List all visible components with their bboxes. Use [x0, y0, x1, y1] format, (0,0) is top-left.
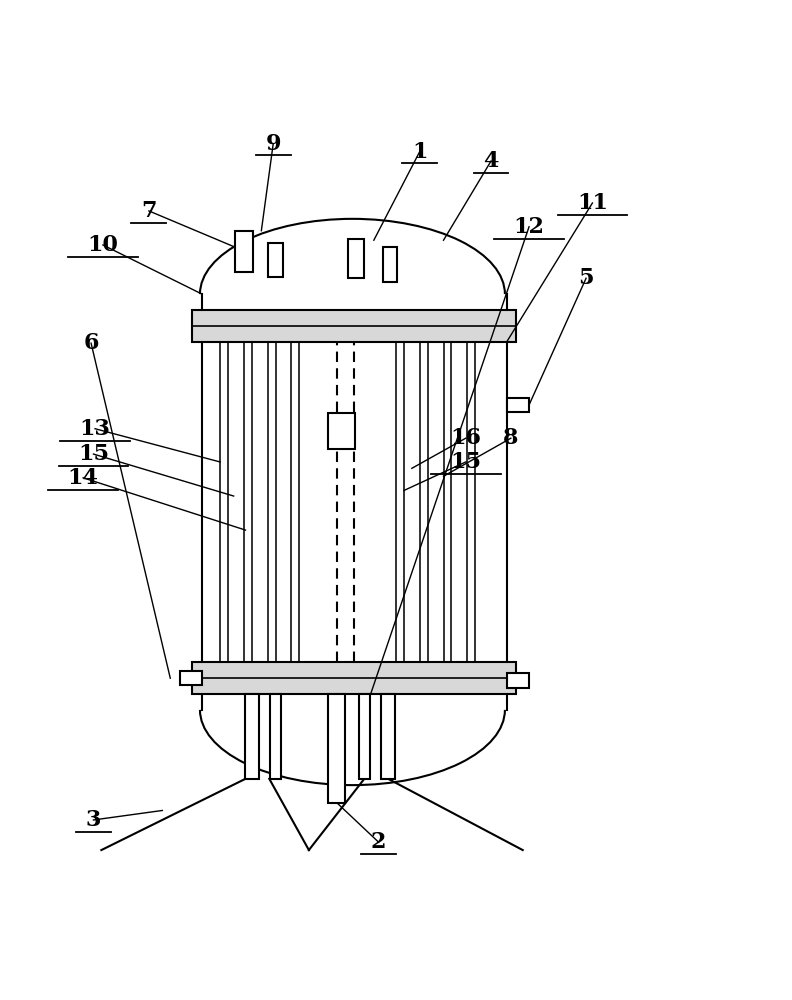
Bar	[359, 694, 370, 779]
Text: 16: 16	[450, 427, 482, 449]
Text: 14: 14	[68, 467, 98, 489]
Bar	[270, 694, 281, 779]
Text: 7: 7	[141, 200, 157, 222]
Text: 3: 3	[86, 809, 101, 831]
Text: 1: 1	[412, 141, 428, 163]
Bar	[328, 413, 355, 449]
Text: 15: 15	[450, 451, 482, 473]
Bar	[381, 694, 395, 779]
Text: 15: 15	[78, 443, 109, 465]
Text: 11: 11	[577, 192, 608, 214]
Text: 8: 8	[503, 427, 519, 449]
Text: 10: 10	[88, 234, 118, 256]
Bar	[235, 231, 253, 272]
Bar	[192, 310, 516, 342]
Text: 12: 12	[513, 216, 545, 238]
Text: 4: 4	[483, 150, 499, 172]
Bar	[507, 398, 529, 412]
Text: 5: 5	[578, 267, 594, 289]
Text: 13: 13	[80, 418, 110, 440]
Bar	[383, 247, 397, 282]
Text: 2: 2	[371, 831, 386, 853]
Text: 9: 9	[265, 133, 281, 155]
Bar	[180, 671, 202, 685]
Bar	[192, 662, 516, 694]
Text: 6: 6	[83, 332, 99, 354]
Bar	[328, 694, 345, 803]
Bar	[245, 694, 259, 779]
Bar	[507, 673, 529, 688]
Bar	[348, 239, 364, 278]
Bar	[268, 243, 283, 277]
